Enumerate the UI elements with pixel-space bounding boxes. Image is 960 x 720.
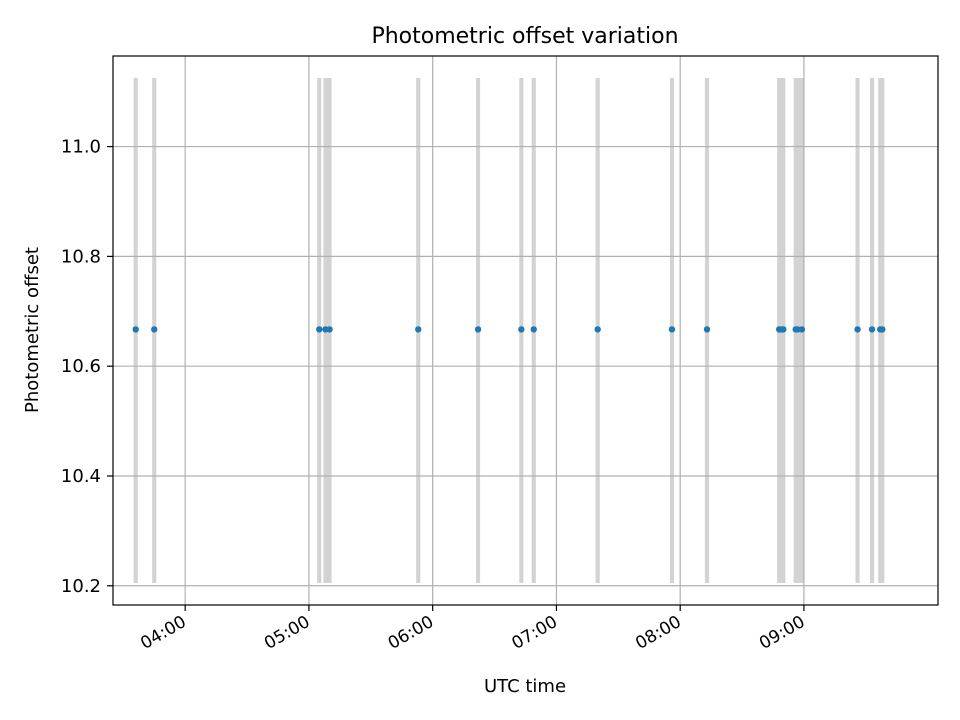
y-tick-label-2: 10.6: [61, 356, 101, 377]
y-tick-label-4: 11.0: [61, 137, 101, 158]
data-points: [132, 326, 886, 333]
data-point-4: [326, 326, 333, 333]
data-point-8: [530, 326, 537, 333]
y-tick-label-0: 10.2: [61, 576, 101, 597]
data-point-6: [474, 326, 482, 333]
data-point-11: [703, 326, 711, 333]
data-point-19: [868, 326, 876, 333]
plot-frame: [112, 55, 939, 606]
data-point-17: [798, 326, 806, 333]
data-point-1: [151, 326, 158, 333]
data-point-7: [518, 326, 525, 333]
chart-title: Photometric offset variation: [371, 24, 678, 49]
y-axis-ticks: 10.2 10.4 10.6 10.8 11.0: [61, 137, 113, 597]
y-tick-label-1: 10.4: [61, 466, 101, 487]
data-point-2: [316, 326, 323, 333]
data-point-21: [879, 326, 886, 333]
y-tick-label-3: 10.8: [61, 246, 101, 267]
data-point-9: [594, 326, 601, 333]
data-point-5: [415, 326, 422, 333]
y-axis-label: Photometric offset: [22, 247, 43, 413]
data-point-18: [854, 326, 861, 333]
data-point-10: [668, 326, 676, 333]
data-point-0: [132, 326, 139, 333]
x-axis-label: UTC time: [484, 676, 566, 697]
data-point-14: [780, 326, 787, 333]
